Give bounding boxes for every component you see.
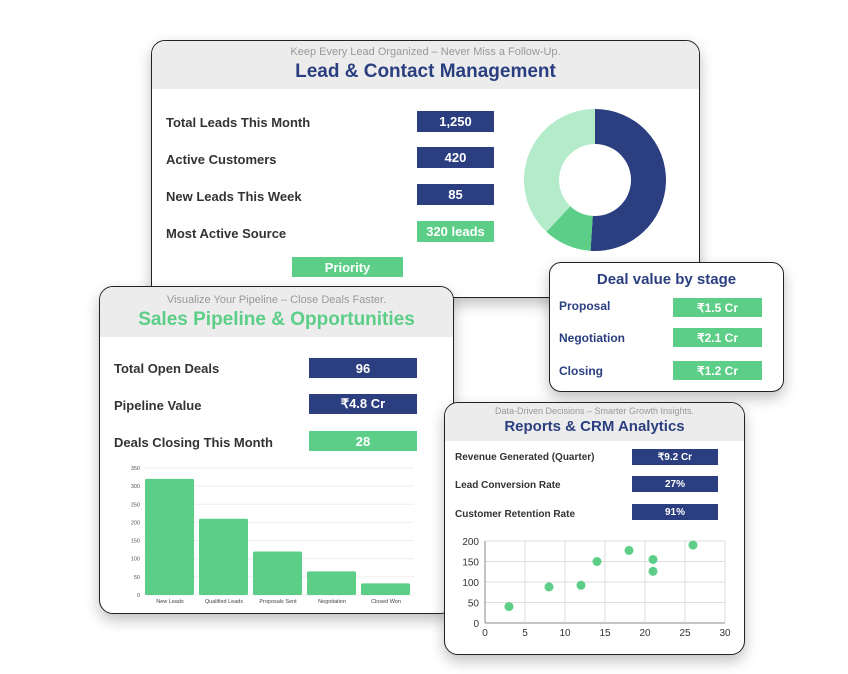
- row-label: Most Active Source: [166, 226, 287, 241]
- y-tick-label: 0: [473, 619, 479, 630]
- value-badge: 96: [309, 358, 417, 378]
- value-badge: 420: [417, 147, 494, 168]
- y-tick-label: 0: [137, 593, 140, 599]
- row-label: Lead Conversion Rate: [455, 480, 561, 491]
- scatter-point: [648, 554, 658, 564]
- lead-management-card: Keep Every Lead Organized – Never Miss a…: [151, 40, 700, 298]
- card-header: Data-Driven Decisions – Smarter Growth I…: [445, 403, 744, 441]
- y-tick-label: 50: [468, 599, 480, 610]
- donut-slice: [590, 109, 666, 251]
- scatter-point: [592, 557, 602, 566]
- row-label: Negotiation: [559, 331, 625, 345]
- y-tick-label: 100: [462, 578, 479, 589]
- row-label: Total Leads This Month: [166, 115, 311, 130]
- y-tick-label: 250: [131, 502, 140, 508]
- scatter-chart: 0 50 100 150 200 0 5 10 15 20 25 30: [462, 537, 731, 639]
- y-tick-label: 150: [131, 539, 140, 545]
- card-header: Keep Every Lead Organized – Never Miss a…: [152, 41, 699, 89]
- row-label: Revenue Generated (Quarter): [455, 452, 595, 463]
- row-label: Pipeline Value: [114, 398, 202, 413]
- x-tick-label: 15: [599, 628, 611, 639]
- deal-value-card: Deal value by stage Proposal Negotiation…: [549, 262, 784, 392]
- scatter-point: [544, 582, 554, 592]
- y-tick-label: 200: [462, 537, 479, 548]
- donut-slice: [546, 206, 593, 251]
- x-tick-label: Negotiation: [318, 599, 346, 605]
- priority-button[interactable]: Priority: [292, 257, 403, 277]
- card-title: Lead & Contact Management: [295, 61, 556, 82]
- scatter-point: [688, 540, 698, 550]
- card-subtitle: Data-Driven Decisions – Smarter Growth I…: [494, 406, 695, 416]
- x-tick-label: 20: [639, 628, 651, 639]
- row-label: Closing: [559, 364, 603, 378]
- donut-slice: [524, 109, 595, 232]
- bar: [307, 571, 356, 595]
- card-subtitle: Visualize Your Pipeline – Close Deals Fa…: [166, 294, 387, 306]
- row-label: Deals Closing This Month: [114, 435, 273, 450]
- x-tick-label: Closed Won: [371, 599, 401, 605]
- y-tick-label: 100: [131, 557, 140, 563]
- value-badge: ₹4.8 Cr: [309, 394, 417, 414]
- scatter-point: [576, 580, 586, 590]
- card-title: Reports & CRM Analytics: [504, 418, 685, 435]
- value-badge: 91%: [632, 504, 718, 520]
- row-label: Customer Retention Rate: [455, 509, 576, 520]
- row-label: New Leads This Week: [166, 189, 302, 204]
- y-tick-label: 50: [134, 575, 140, 581]
- card-header: Visualize Your Pipeline – Close Deals Fa…: [100, 287, 453, 337]
- card-title: Deal value by stage: [596, 271, 737, 288]
- x-tick-label: 10: [559, 628, 571, 639]
- value-badge: 28: [309, 431, 417, 451]
- row-label: Active Customers: [166, 152, 277, 167]
- value-badge: ₹2.1 Cr: [673, 328, 762, 347]
- value-badge: 27%: [632, 476, 718, 492]
- y-tick-label: 150: [462, 558, 479, 569]
- x-tick-label: 0: [482, 628, 488, 639]
- donut-chart: [524, 109, 666, 251]
- row-label: Total Open Deals: [114, 361, 220, 376]
- scatter-point: [624, 545, 634, 555]
- value-badge: 320 leads: [417, 221, 494, 242]
- row-label: Proposal: [559, 299, 611, 313]
- x-tick-label: Qualified Leads: [205, 599, 243, 605]
- bar: [361, 583, 410, 595]
- value-badge: ₹9.2 Cr: [632, 449, 718, 465]
- x-tick-label: New Leads: [156, 599, 184, 605]
- value-badge: ₹1.5 Cr: [673, 298, 762, 317]
- bar: [145, 478, 194, 595]
- x-tick-label: 25: [679, 628, 691, 639]
- x-tick-label: 30: [719, 628, 731, 639]
- value-badge: 1,250: [417, 111, 494, 132]
- scatter-point: [648, 566, 658, 576]
- sales-pipeline-card: Visualize Your Pipeline – Close Deals Fa…: [99, 286, 454, 614]
- reports-analytics-card: Data-Driven Decisions – Smarter Growth I…: [444, 402, 745, 655]
- bar-chart: 0 50 100 150 200 250 300 350 New Leads Qualified …: [131, 466, 414, 605]
- bar: [253, 551, 302, 595]
- bar: [199, 518, 248, 595]
- value-badge: 85: [417, 184, 494, 205]
- x-tick-label: 5: [522, 628, 528, 639]
- value-badge: ₹1.2 Cr: [673, 361, 762, 380]
- scatter-point: [504, 602, 514, 612]
- y-tick-label: 350: [131, 466, 140, 472]
- card-subtitle: Keep Every Lead Organized – Never Miss a…: [290, 46, 561, 58]
- y-tick-label: 300: [131, 484, 140, 490]
- y-tick-label: 200: [131, 520, 140, 526]
- card-title: Sales Pipeline & Opportunities: [138, 309, 415, 330]
- x-tick-label: Proposals Sent: [259, 599, 297, 605]
